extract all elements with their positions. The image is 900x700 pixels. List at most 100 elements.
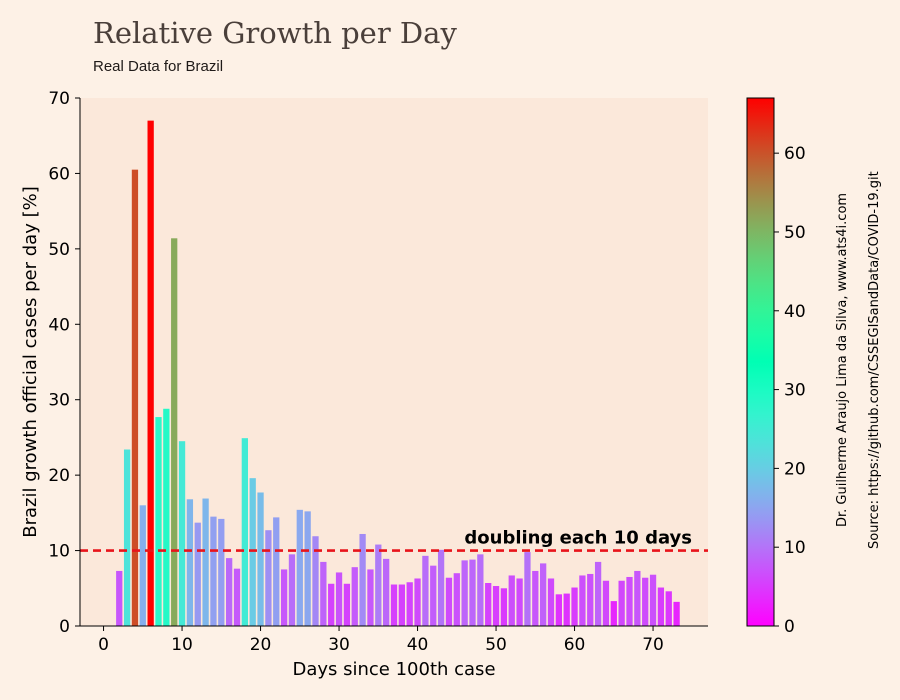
y-tick-label: 20	[48, 466, 70, 486]
x-tick-label: 30	[328, 635, 350, 655]
x-tick-label: 0	[98, 635, 109, 655]
bar	[163, 408, 170, 626]
bar	[265, 530, 272, 626]
bar	[437, 549, 445, 626]
y-tick-label: 0	[59, 617, 70, 637]
bar	[367, 569, 374, 626]
y-tick-label: 70	[48, 89, 70, 109]
author-credit: Dr. Guilherme Araujo Lima da Silva, www.…	[835, 192, 850, 527]
bar	[116, 570, 123, 626]
x-axis-label: Days since 100th case	[292, 659, 495, 680]
bar	[178, 441, 186, 626]
bar	[210, 516, 217, 626]
doubling-label: doubling each 10 days	[464, 528, 692, 549]
bar	[375, 544, 382, 626]
bar	[312, 536, 319, 626]
bar	[453, 573, 460, 626]
bar	[532, 570, 539, 626]
colorbar-tick-label: 30	[784, 381, 806, 401]
bar	[241, 438, 248, 626]
colorbar-tick-label: 50	[784, 223, 806, 243]
bar	[618, 580, 625, 626]
y-tick-label: 10	[48, 542, 70, 562]
bar	[233, 568, 241, 626]
bar	[257, 492, 264, 626]
bar	[610, 601, 617, 626]
bar	[194, 522, 201, 626]
bar	[414, 578, 421, 626]
bar	[123, 449, 131, 626]
colorbar-tick-label: 10	[784, 538, 806, 558]
bar	[642, 577, 649, 626]
bar	[477, 554, 484, 626]
bar	[634, 570, 641, 626]
bar	[280, 569, 288, 626]
bar	[359, 533, 366, 626]
bar	[304, 511, 311, 626]
bar	[202, 498, 209, 626]
bar	[218, 518, 225, 626]
bar	[155, 417, 162, 626]
bar	[343, 583, 351, 626]
bar	[500, 588, 508, 626]
x-tick-label: 50	[485, 635, 507, 655]
bar	[524, 552, 531, 626]
bar	[139, 505, 146, 626]
bar	[273, 517, 280, 626]
bar	[147, 120, 154, 626]
colorbar-tick-label: 40	[784, 302, 806, 322]
bar	[131, 169, 139, 626]
bar	[579, 575, 586, 626]
bar	[406, 582, 413, 626]
bar	[485, 583, 492, 626]
x-tick-label: 60	[564, 635, 586, 655]
bar	[422, 555, 429, 626]
bar	[469, 559, 476, 626]
bar	[594, 561, 602, 626]
y-tick-label: 50	[48, 240, 70, 260]
colorbar-tick-label: 0	[784, 617, 795, 637]
y-axis-label: Brazil growth official cases per day [%]	[20, 186, 41, 537]
colorbar	[746, 97, 775, 627]
chart-subtitle: Real Data for Brazil	[93, 58, 224, 75]
y-tick-label: 60	[48, 164, 70, 184]
bar	[328, 583, 335, 626]
bar	[249, 478, 256, 626]
colorbar-ticks: 0 10 20 30 40 50 60	[774, 144, 806, 637]
x-tick-label: 40	[407, 635, 429, 655]
bar	[516, 578, 523, 626]
y-tick-label: 30	[48, 391, 70, 411]
bar	[665, 591, 672, 626]
source-credit: Source: https://github.com/CSSEGISandDat…	[867, 171, 882, 549]
bar	[383, 558, 390, 626]
bar	[351, 567, 358, 626]
bar	[571, 587, 578, 626]
bar	[171, 238, 178, 627]
bar	[288, 554, 296, 626]
x-tick-label: 20	[250, 635, 272, 655]
bar	[320, 561, 327, 626]
bar	[547, 578, 555, 626]
x-tick-label: 10	[171, 635, 193, 655]
bar	[626, 576, 633, 626]
bar	[398, 584, 405, 626]
bar	[492, 586, 500, 626]
bar	[461, 560, 468, 626]
bar	[657, 587, 665, 626]
y-ticks: 0 10 20 30 40 50 60 70	[48, 89, 80, 637]
x-tick-label: 70	[642, 635, 664, 655]
bar	[540, 563, 547, 626]
bar	[673, 601, 680, 626]
x-ticks: 0 10 20 30 40 50 60 70	[98, 626, 664, 655]
bar	[390, 584, 398, 626]
bar	[508, 575, 515, 626]
bars-group	[116, 120, 680, 627]
y-tick-label: 40	[48, 315, 70, 335]
bar	[649, 574, 657, 626]
bar	[555, 594, 562, 626]
bar	[445, 577, 453, 626]
credits: Dr. Guilherme Araujo Lima da Silva, www.…	[835, 171, 882, 549]
bar	[587, 573, 594, 626]
chart-title: Relative Growth per Day	[93, 16, 457, 50]
